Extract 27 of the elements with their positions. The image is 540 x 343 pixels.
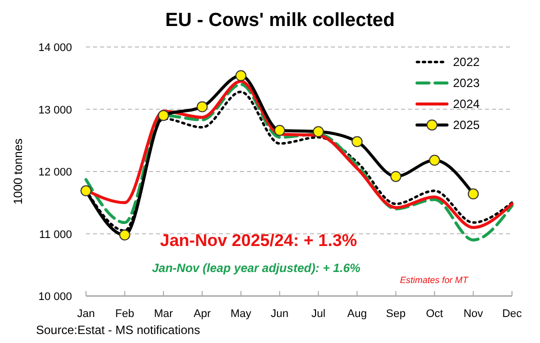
y-tick-label: 13 000: [38, 104, 72, 116]
legend-label: 2024: [453, 97, 480, 111]
annotation: Jan-Nov 2025/24: + 1.3%: [160, 231, 358, 250]
x-tick-label: May: [230, 308, 252, 320]
x-tick-label: Sep: [386, 308, 406, 320]
x-tick-label: Nov: [463, 308, 484, 320]
x-tick-label: Apr: [194, 308, 212, 320]
y-tick-label: 11 000: [39, 228, 72, 241]
y-tick-label: 12 000: [38, 166, 72, 178]
x-tick-label: Dec: [502, 308, 522, 320]
legend-label: 2023: [453, 76, 480, 90]
legend-label: 2022: [453, 55, 480, 69]
x-tick-label: Jul: [311, 308, 326, 320]
chart-title: EU - Cows' milk collected: [165, 10, 395, 31]
source-note: Source:Estat - MS notifications: [36, 323, 200, 337]
x-tick-label: Mar: [154, 308, 174, 320]
x-tick-label: Feb: [115, 308, 134, 320]
x-tick-label: Aug: [347, 308, 367, 320]
y-tick-label: 10 000: [38, 291, 72, 303]
x-tick-label: Jan: [77, 308, 95, 320]
x-tick-label: Jun: [270, 308, 289, 320]
annotation: Estimates for MT: [400, 275, 470, 285]
y-tick-label: 14 000: [38, 42, 72, 54]
annotation: Jan-Nov (leap year adjusted): + 1.6%: [152, 261, 361, 275]
y-axis-title: 1000 tonnes: [11, 138, 25, 205]
legend-label: 2025: [453, 118, 480, 132]
x-tick-label: Oct: [426, 308, 444, 320]
